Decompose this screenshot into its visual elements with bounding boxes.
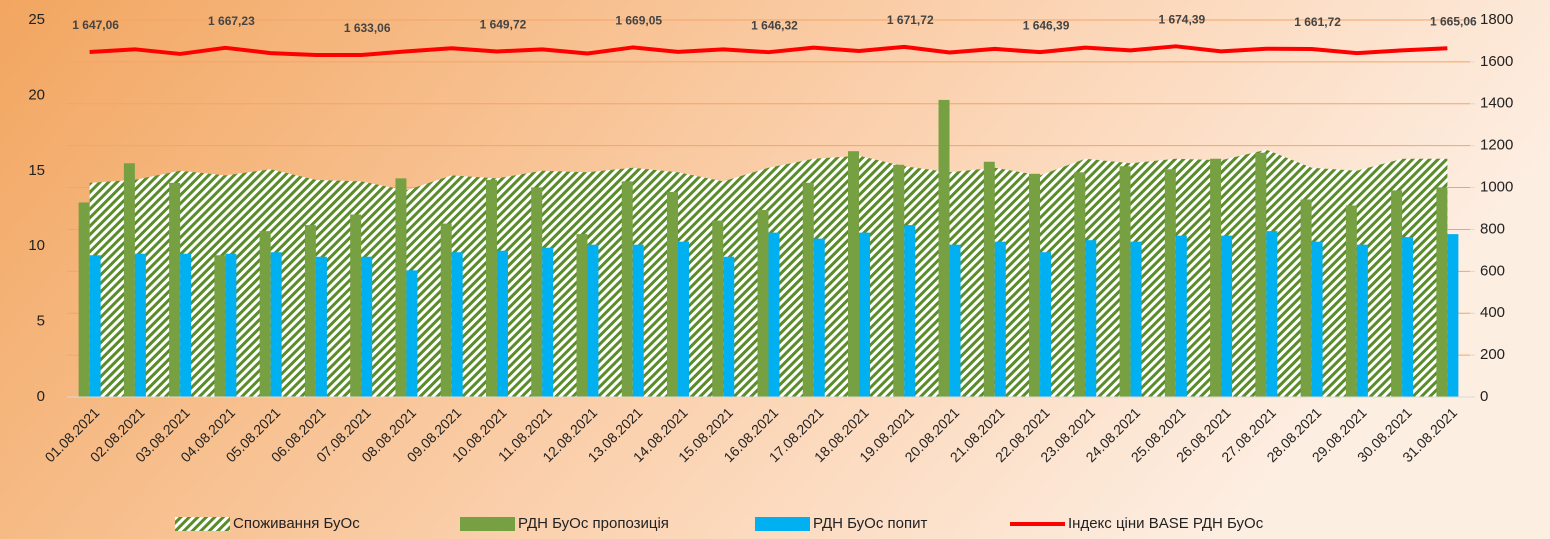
bar [1119, 166, 1131, 397]
bar [1266, 231, 1278, 397]
bar [78, 202, 90, 397]
bar [1255, 152, 1267, 397]
bar [406, 270, 418, 397]
bar [994, 241, 1006, 397]
bar [666, 191, 678, 397]
bar [134, 253, 146, 397]
bar [1130, 241, 1142, 397]
bar [304, 225, 316, 397]
bar [1029, 173, 1041, 397]
y2-tick-label: 200 [1480, 346, 1505, 363]
data-label: 1 667,23 [208, 14, 255, 28]
legend-label: Індекс ціни BASE РДН БуОс [1068, 515, 1264, 532]
y2-tick-label: 1400 [1480, 95, 1513, 112]
bar [757, 210, 769, 397]
y-tick-label: 10 [28, 237, 45, 254]
y-tick-label: 5 [37, 313, 45, 330]
bar [893, 164, 905, 397]
data-label: 1 671,72 [887, 13, 934, 27]
y-tick-label: 0 [37, 388, 45, 405]
data-label: 1 649,72 [480, 18, 527, 32]
y2-tick-label: 1200 [1480, 137, 1513, 154]
bar [1356, 244, 1368, 397]
bar [712, 220, 724, 397]
bar [1402, 237, 1414, 397]
legend-swatch [175, 517, 230, 531]
data-label: 1 669,05 [615, 14, 662, 28]
bar [1447, 234, 1459, 397]
bar [361, 256, 373, 397]
bar [1164, 169, 1176, 397]
y-tick-label: 25 [28, 11, 45, 28]
bar [440, 223, 452, 397]
bar [621, 181, 633, 397]
bar [485, 179, 497, 397]
bar [802, 182, 814, 397]
bar [315, 256, 327, 397]
legend-label: Споживання БуОс [233, 515, 360, 532]
bar [1175, 235, 1187, 397]
bar [1300, 199, 1312, 397]
bar [1085, 240, 1097, 397]
bar [632, 244, 644, 397]
y2-tick-label: 600 [1480, 262, 1505, 279]
bar [904, 225, 916, 397]
y-tick-label: 15 [28, 162, 45, 179]
y2-tick-label: 1000 [1480, 179, 1513, 196]
bar [451, 252, 463, 397]
bar [531, 187, 543, 397]
bar [123, 163, 135, 397]
bar [1040, 252, 1052, 397]
bar [768, 232, 780, 397]
data-label: 1 646,32 [751, 18, 798, 32]
bar [813, 238, 825, 397]
bar [859, 232, 871, 397]
y2-tick-label: 1600 [1480, 53, 1513, 70]
y2-tick-label: 1800 [1480, 11, 1513, 28]
line [89, 44, 1448, 57]
data-label: 1 646,39 [1023, 18, 1070, 32]
data-label: 1 661,72 [1294, 15, 1341, 29]
y2-tick-label: 800 [1480, 220, 1505, 237]
bar [180, 253, 192, 397]
data-label: 1 674,39 [1158, 12, 1205, 26]
y2-tick-label: 400 [1480, 304, 1505, 321]
bar [1436, 187, 1448, 397]
bar [587, 244, 599, 397]
bar [259, 231, 271, 397]
data-label: 1 633,06 [344, 21, 391, 35]
bar [1391, 190, 1403, 397]
bar [270, 252, 282, 397]
bar [89, 255, 101, 397]
bar [496, 250, 508, 397]
data-label: 1 665,06 [1430, 14, 1477, 28]
bar [214, 255, 226, 397]
bar [576, 234, 588, 397]
y-tick-label: 20 [28, 86, 45, 103]
bar [1311, 241, 1323, 397]
legend-swatch [460, 517, 515, 531]
legend-swatch [755, 517, 810, 531]
bar [848, 151, 860, 397]
bar [1221, 235, 1233, 397]
bar [677, 241, 689, 397]
bar [350, 214, 362, 397]
data-label: 1 647,06 [72, 18, 119, 32]
bar [723, 256, 735, 397]
bar [395, 178, 407, 397]
bar [1074, 172, 1086, 397]
bar [983, 161, 995, 397]
bar [169, 182, 181, 397]
bar [225, 253, 237, 397]
legend-label: РДН БуОс пропозиція [518, 515, 669, 532]
bar [1345, 205, 1357, 397]
bar [1210, 158, 1222, 397]
bar [949, 244, 961, 397]
bar [542, 247, 554, 397]
bar [938, 99, 950, 397]
y2-tick-label: 0 [1480, 388, 1488, 405]
legend-label: РДН БуОс попит [813, 515, 927, 532]
